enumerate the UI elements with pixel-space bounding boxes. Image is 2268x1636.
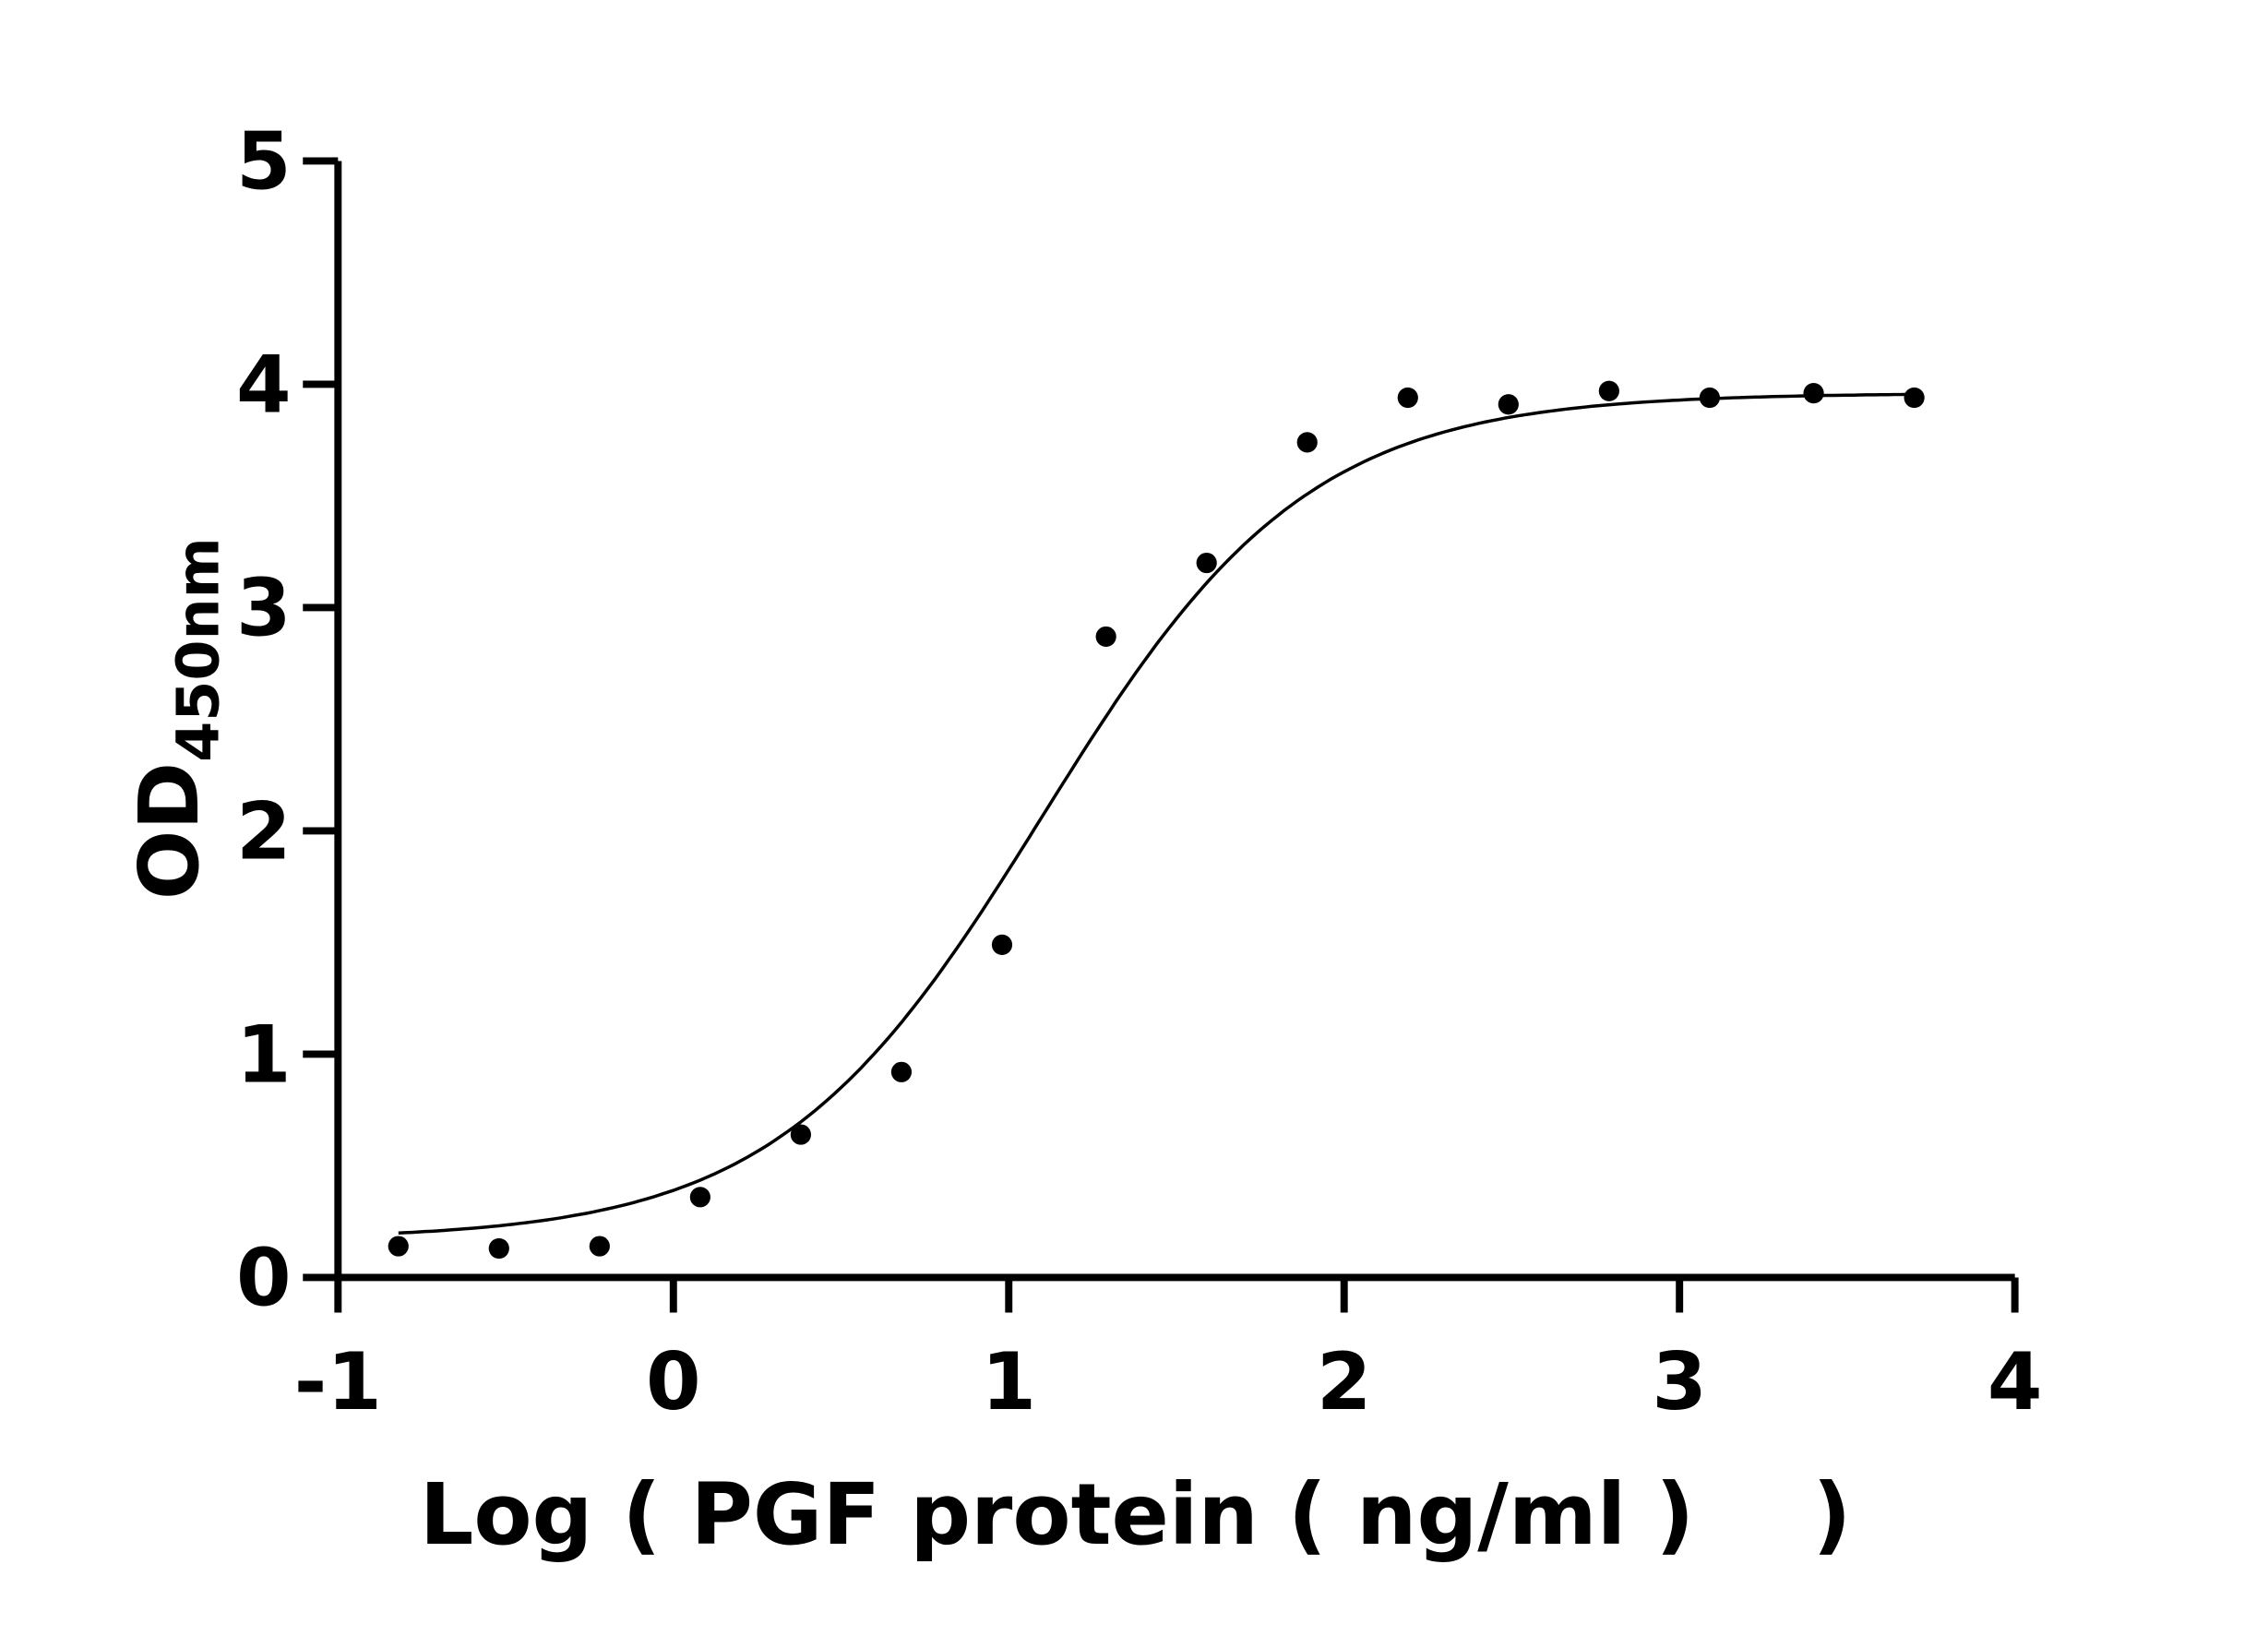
x-tick-label: 4 [1987,1337,2043,1428]
y-tick-label: 2 [236,787,292,878]
data-point [1699,387,1721,409]
x-tick-label: 3 [1652,1337,1707,1428]
data-point [388,1236,409,1257]
fit-curve [398,392,1915,1235]
x-tick-label: -1 [294,1337,382,1428]
data-point [790,1124,812,1145]
data-point [1196,552,1217,574]
data-points [388,380,1925,1260]
data-point [689,1187,710,1208]
y-axis-label-main: OD [122,762,217,900]
data-point [1803,383,1824,404]
x-tick-label: 1 [981,1337,1036,1428]
y-axis-label: OD450nm [122,537,232,900]
data-point [589,1236,610,1257]
axes [303,157,2019,1313]
data-point [1904,387,1925,409]
x-tick-label: 2 [1317,1337,1372,1428]
data-point [1296,432,1318,453]
y-tick-label: 3 [236,564,292,655]
data-point [1498,394,1519,415]
data-point [1397,387,1418,409]
y-tick-label: 0 [236,1234,292,1325]
y-tick-label: 4 [236,340,292,432]
data-point [890,1061,913,1082]
y-axis-label-subscript: 450nm [163,537,232,762]
x-axis-label: Log ( PGF protein ( ng/ml ) ) [420,1465,1852,1564]
x-tick-label: 0 [646,1337,701,1428]
data-point [991,934,1013,955]
y-tick-label: 1 [236,1010,292,1102]
y-tick-label: 5 [236,117,292,209]
data-point [1598,380,1619,401]
y-axis-label-group: OD450nm [122,537,232,900]
data-point [1095,626,1116,648]
data-point [488,1237,509,1260]
